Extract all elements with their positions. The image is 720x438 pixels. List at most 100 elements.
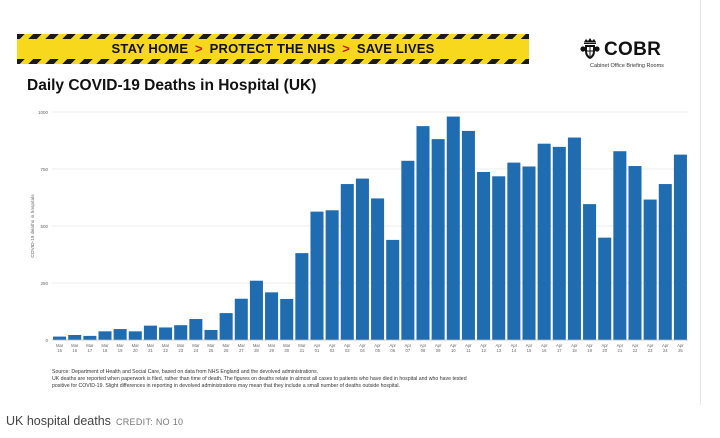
stay-home-banner: STAY HOME > PROTECT THE NHS > SAVE LIVES: [17, 34, 529, 64]
bar: [446, 116, 460, 340]
x-tick-label: Apr 06: [389, 343, 396, 353]
x-tick-label: Mar 19: [117, 343, 125, 353]
x-tick-label: Apr 23: [647, 343, 654, 353]
x-tick-label: Mar 23: [177, 343, 185, 353]
y-tick-label: 250: [40, 281, 48, 286]
bar: [249, 280, 263, 340]
source-note-line: UK deaths are reported when paperwork is…: [52, 376, 467, 382]
x-tick-label: Apr 05: [374, 343, 381, 353]
x-tick-label: Mar 29: [268, 343, 276, 353]
bar: [613, 151, 627, 340]
bar: [567, 137, 581, 340]
daily-deaths-bar-chart: 0 250 500 750 1000 COVID-19 deaths in hospita…: [30, 110, 688, 353]
bar: [401, 160, 415, 340]
bar: [658, 184, 672, 340]
x-tick-label: Apr 01: [314, 343, 321, 353]
x-tick-label: Apr 20: [601, 343, 608, 353]
bar: [371, 198, 385, 340]
x-tick-label: Apr 02: [329, 343, 336, 353]
x-tick-label: Apr 15: [526, 343, 533, 353]
x-tick-label: Mar 31: [298, 343, 306, 353]
slogan-save-lives: SAVE LIVES: [356, 41, 435, 56]
bar: [234, 298, 248, 340]
bar: [431, 139, 445, 340]
x-tick-label: Mar 24: [192, 343, 200, 353]
x-tick-label: Mar 26: [223, 343, 231, 353]
x-tick-label: Apr 08: [420, 343, 427, 353]
x-tick-label: Mar 16: [71, 343, 79, 353]
slogan-separator-2: >: [342, 41, 351, 56]
y-tick-label: 1000: [38, 110, 49, 115]
bar: [340, 184, 354, 340]
x-tick-label: Mar 25: [207, 343, 215, 353]
logo-brand-text: COBR: [604, 39, 662, 60]
bar: [628, 166, 642, 340]
bar: [128, 331, 142, 340]
bar: [673, 154, 687, 340]
x-tick-label: Apr 12: [480, 343, 487, 353]
bar: [68, 334, 82, 340]
bar: [492, 176, 506, 340]
bar: [416, 126, 430, 340]
bar: [522, 166, 536, 340]
x-tick-label: Apr 22: [632, 343, 639, 353]
x-tick-label: Mar 27: [238, 343, 246, 353]
x-tick-label: Mar 21: [147, 343, 155, 353]
bar: [552, 146, 566, 340]
x-tick-label: Apr 09: [435, 343, 442, 353]
x-tick-label: Apr 24: [662, 343, 669, 353]
x-tick-label: Apr 19: [586, 343, 593, 353]
x-tick-label: Apr 18: [571, 343, 578, 353]
x-tick-label: Mar 22: [162, 343, 170, 353]
banner-hazard-stripe-bottom: [17, 59, 529, 64]
bar: [507, 162, 521, 340]
chart-source-notes: Source: Department of Health and Social …: [52, 369, 672, 390]
x-tick-label: Apr 07: [405, 343, 412, 353]
slogan-protect-nhs: PROTECT THE NHS: [209, 41, 336, 56]
x-tick-label: Apr 14: [511, 343, 518, 353]
bar: [219, 313, 233, 340]
logo-subtitle: Cabinet Office Briefing Rooms: [590, 63, 664, 69]
y-axis-label: COVID-19 deaths in hospitals: [30, 194, 36, 258]
bar: [537, 143, 551, 340]
axes: 0 250 500 750 1000 COVID-19 deaths in hospita…: [30, 110, 688, 353]
bar: [204, 329, 218, 340]
x-tick-label: Apr 16: [541, 343, 548, 353]
x-tick-label: Apr 13: [495, 343, 502, 353]
cobr-logo: COBR Cabinet Office Briefing Rooms: [577, 36, 677, 76]
bar: [159, 327, 173, 340]
briefing-slide: STAY HOME > PROTECT THE NHS > SAVE LIVES…: [17, 0, 701, 405]
bars: [53, 116, 687, 340]
bar: [53, 336, 67, 340]
bar: [83, 335, 97, 340]
y-tick-label: 750: [40, 167, 48, 172]
royal-crest-icon: [580, 38, 600, 59]
bar: [280, 298, 294, 340]
x-tick-label: Mar 28: [253, 343, 261, 353]
x-tick-label: Mar 20: [132, 343, 140, 353]
source-note-line: positive for COVID-19. Slight difference…: [52, 383, 400, 389]
x-tick-label: Apr 21: [617, 343, 624, 353]
x-tick-label: Apr 10: [450, 343, 457, 353]
banner-slogan: STAY HOME > PROTECT THE NHS > SAVE LIVES: [17, 39, 529, 59]
x-tick-label: Apr 04: [359, 343, 366, 353]
x-tick-label: Mar 15: [56, 343, 64, 353]
bar: [98, 331, 112, 340]
image-caption: UK hospital deaths CREDIT: NO 10: [6, 414, 183, 428]
source-line: Source: Department of Health and Social …: [52, 369, 319, 375]
bar: [386, 239, 400, 340]
slogan-separator-1: >: [195, 41, 203, 56]
x-tick-label: Apr 17: [556, 343, 563, 353]
x-tick-label: Apr 03: [344, 343, 351, 353]
slogan-stay-home: STAY HOME: [111, 41, 189, 56]
bar: [265, 292, 279, 340]
x-tick-label: Apr 25: [677, 343, 684, 353]
x-tick-label: Mar 17: [86, 343, 94, 353]
y-tick-label: 500: [40, 224, 48, 229]
bar: [143, 325, 157, 340]
bar: [113, 329, 127, 340]
bar: [310, 211, 324, 340]
bar: [174, 325, 188, 340]
bar: [355, 178, 369, 340]
bar: [189, 319, 203, 340]
